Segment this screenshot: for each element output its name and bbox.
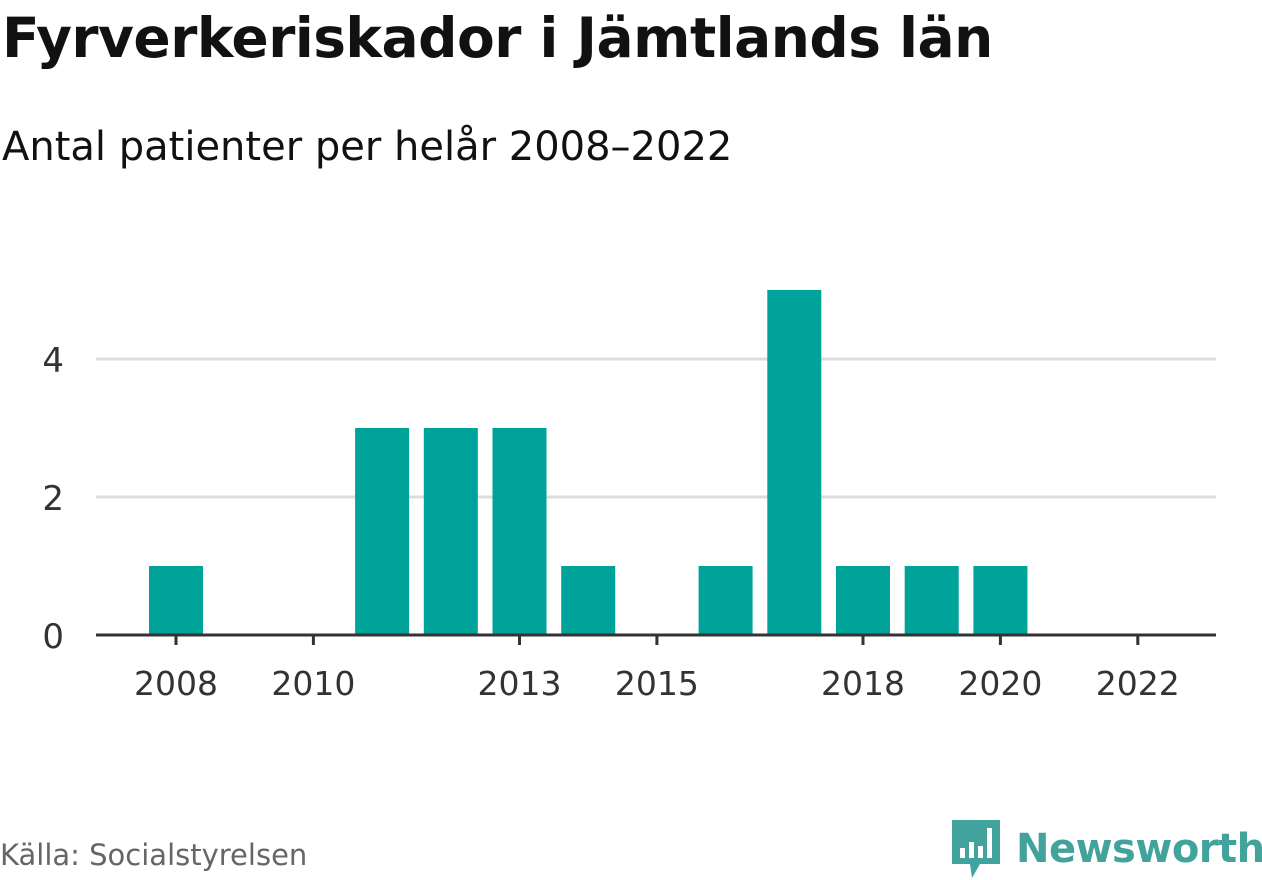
x-tick-label: 2022 <box>1096 664 1180 703</box>
bar-2013 <box>492 428 547 635</box>
bar-2008 <box>149 566 203 635</box>
newsworthy-logo-icon <box>952 820 1000 878</box>
bar-2014 <box>561 566 616 635</box>
bar-2019 <box>904 566 959 635</box>
bar-2011 <box>355 428 410 635</box>
bar-2012 <box>423 428 478 635</box>
x-tick-label: 2015 <box>615 664 699 703</box>
x-tick-label: 2013 <box>478 664 562 703</box>
source-note: Källa: Socialstyrelsen <box>0 838 308 872</box>
y-tick-label: 2 <box>42 479 64 519</box>
x-tick-label: 2008 <box>134 664 218 703</box>
chart-subtitle: Antal patienter per helår 2008–2022 <box>2 124 733 170</box>
bar-2016 <box>698 566 753 635</box>
bar-2020 <box>973 566 1028 635</box>
x-tick-label: 2018 <box>821 664 905 703</box>
brand-name: Newsworthy <box>1016 826 1262 872</box>
bar-2017 <box>767 290 822 635</box>
y-tick-label: 4 <box>42 341 64 381</box>
brand-logo: Newsworthy <box>950 818 1262 880</box>
x-tick-label: 2010 <box>271 664 355 703</box>
bar-2018 <box>836 566 890 635</box>
chart-title: Fyrverkeriskador i Jämtlands län <box>2 6 993 70</box>
x-tick-label: 2020 <box>958 664 1042 703</box>
y-tick-label: 0 <box>42 617 64 657</box>
